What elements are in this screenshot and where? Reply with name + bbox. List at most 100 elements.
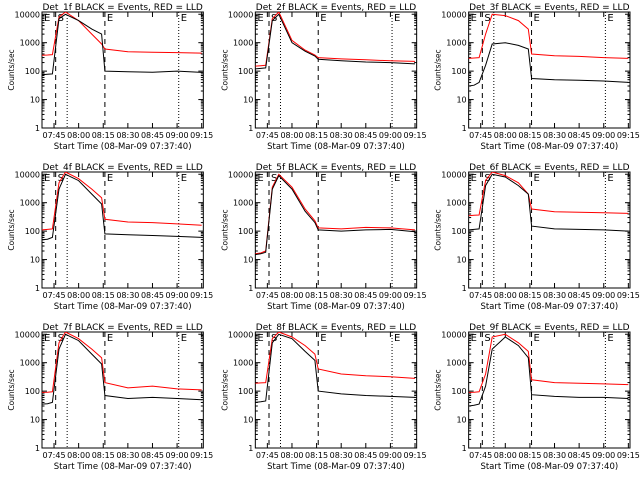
y-tick-label: 100 xyxy=(25,387,40,396)
plot-frame xyxy=(254,331,418,449)
x-tick-label: 09:00 xyxy=(379,131,402,140)
marker-letter: E xyxy=(257,13,263,24)
x-tick-label: 08:00 xyxy=(67,451,90,460)
x-tick-label: 07:45 xyxy=(43,451,66,460)
series-line xyxy=(468,42,629,87)
marker-letter: E xyxy=(534,333,540,344)
marker-letter: E xyxy=(607,173,613,184)
series-line xyxy=(42,173,202,241)
y-axis-label: Counts/sec xyxy=(220,49,229,90)
y-tick-label: 1000 xyxy=(20,39,40,48)
series-line xyxy=(468,336,629,407)
x-tick-label: 08:30 xyxy=(330,291,353,300)
series-line xyxy=(255,13,416,70)
y-tick-label: 10 xyxy=(30,416,40,425)
chart-title: Det_6f BLACK = Events, RED = LLD xyxy=(469,163,629,173)
marker-letter: S xyxy=(484,333,490,344)
x-tick-label: 09:00 xyxy=(592,131,615,140)
marker-letter: E xyxy=(257,173,263,184)
y-tick-label: 1 xyxy=(248,444,253,453)
plot-frame xyxy=(254,11,418,129)
marker-letter: E xyxy=(44,333,50,344)
x-tick-label: 09:00 xyxy=(166,131,189,140)
y-tick-label: 10000 xyxy=(441,330,466,339)
x-tick-label: 08:00 xyxy=(494,131,517,140)
plot-frame xyxy=(41,11,204,129)
y-axis-label: Counts/sec xyxy=(7,209,16,250)
series-line xyxy=(468,173,629,232)
y-tick-label: 1 xyxy=(35,444,40,453)
chart-panel: Det_1f BLACK = Events, RED = LLD 1 10 100 10… xyxy=(7,3,213,152)
marker-letter: E xyxy=(44,173,50,184)
x-tick-label: 09:00 xyxy=(379,451,402,460)
y-tick-label: 10 xyxy=(243,256,253,265)
y-tick-label: 100 xyxy=(238,67,253,76)
marker-letter: E xyxy=(394,333,400,344)
x-axis-label: Start Time (08-Mar-09 07:37:40) xyxy=(480,462,618,472)
y-axis-label: Counts/sec xyxy=(434,49,443,90)
x-tick-label: 09:15 xyxy=(190,291,213,300)
chart-title: Det_8f BLACK = Events, RED = LLD xyxy=(256,323,416,333)
marker-letter: S xyxy=(58,333,64,344)
y-axis-label: Counts/sec xyxy=(7,369,16,410)
marker-letter: E xyxy=(394,13,400,24)
chart-title: Det_4f BLACK = Events, RED = LLD xyxy=(42,163,202,173)
x-tick-label: 08:30 xyxy=(543,451,566,460)
y-tick-label: 1000 xyxy=(233,39,253,48)
x-tick-label: 08:00 xyxy=(280,131,303,140)
x-tick-label: 09:15 xyxy=(617,451,640,460)
x-tick-label: 08:00 xyxy=(67,291,90,300)
series-line xyxy=(42,12,202,56)
x-tick-label: 09:00 xyxy=(166,451,189,460)
x-tick-label: 08:15 xyxy=(305,291,328,300)
x-tick-label: 09:00 xyxy=(592,451,615,460)
y-tick-label: 10000 xyxy=(228,170,253,179)
marker-letter: E xyxy=(44,13,50,24)
x-tick-label: 09:00 xyxy=(379,291,402,300)
marker-letter: S xyxy=(58,173,64,184)
y-tick-label: 10 xyxy=(456,256,466,265)
plot-frame xyxy=(468,171,631,289)
x-tick-label: 08:30 xyxy=(116,451,139,460)
x-tick-label: 08:00 xyxy=(494,451,517,460)
x-tick-label: 07:45 xyxy=(43,291,66,300)
marker-letter: E xyxy=(534,173,540,184)
y-tick-label: 1 xyxy=(248,124,253,133)
x-tick-label: 08:45 xyxy=(568,451,591,460)
marker-letter: E xyxy=(534,13,540,24)
x-tick-label: 08:00 xyxy=(67,131,90,140)
chart-panel: Det_6f BLACK = Events, RED = LLD 1 10 100 10… xyxy=(434,163,640,312)
marker-letter: E xyxy=(107,333,113,344)
y-tick-label: 100 xyxy=(25,227,40,236)
marker-letter: E xyxy=(471,13,477,24)
y-tick-label: 10000 xyxy=(15,10,40,19)
y-tick-label: 10 xyxy=(456,416,466,425)
x-axis-label: Start Time (08-Mar-09 07:37:40) xyxy=(267,142,405,152)
y-tick-label: 1000 xyxy=(446,359,466,368)
marker-letter: E xyxy=(607,333,613,344)
y-tick-label: 10 xyxy=(243,416,253,425)
x-tick-label: 09:15 xyxy=(617,131,640,140)
x-axis-label: Start Time (08-Mar-09 07:37:40) xyxy=(54,302,192,312)
plot-frame xyxy=(468,331,631,449)
x-tick-label: 09:15 xyxy=(190,451,213,460)
marker-letter: S xyxy=(58,13,64,24)
y-tick-label: 1 xyxy=(462,444,467,453)
series-line xyxy=(468,13,629,59)
y-tick-label: 100 xyxy=(25,67,40,76)
x-tick-label: 07:45 xyxy=(469,451,492,460)
chart-title: Det_9f BLACK = Events, RED = LLD xyxy=(469,323,629,333)
plot-frame xyxy=(468,11,631,129)
x-tick-label: 07:45 xyxy=(469,291,492,300)
chart-title: Det_3f BLACK = Events, RED = LLD xyxy=(469,3,629,13)
y-axis-label: Counts/sec xyxy=(434,369,443,410)
y-tick-label: 100 xyxy=(238,387,253,396)
x-tick-label: 08:30 xyxy=(330,451,353,460)
y-tick-label: 1000 xyxy=(20,359,40,368)
x-tick-label: 09:15 xyxy=(403,131,426,140)
x-tick-label: 09:15 xyxy=(403,291,426,300)
marker-letter: E xyxy=(107,13,113,24)
y-axis-label: Counts/sec xyxy=(220,369,229,410)
x-tick-label: 09:15 xyxy=(617,291,640,300)
y-tick-label: 10000 xyxy=(15,170,40,179)
